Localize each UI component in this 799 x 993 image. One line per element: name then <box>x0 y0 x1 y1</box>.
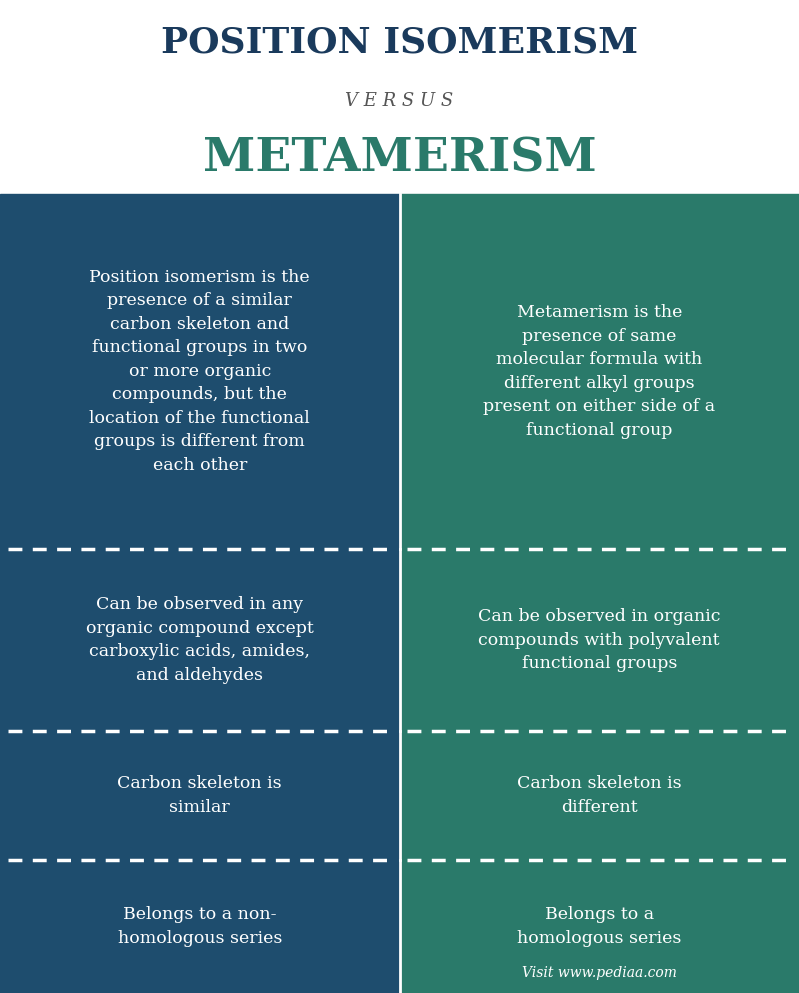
Text: Can be observed in organic
compounds with polyvalent
functional groups: Can be observed in organic compounds wit… <box>478 608 721 672</box>
Text: METAMERISM: METAMERISM <box>203 136 596 182</box>
Bar <box>0 194 400 549</box>
Text: Visit www.pediaa.com: Visit www.pediaa.com <box>522 966 677 980</box>
Bar <box>0 732 400 860</box>
Bar <box>0 860 400 993</box>
Bar <box>0 0 799 194</box>
Text: Belongs to a non-
homologous series: Belongs to a non- homologous series <box>117 907 282 946</box>
Text: V E R S U S: V E R S U S <box>345 91 454 109</box>
Text: Carbon skeleton is
different: Carbon skeleton is different <box>517 776 682 816</box>
Text: Position isomerism is the
presence of a similar
carbon skeleton and
functional g: Position isomerism is the presence of a … <box>89 269 310 474</box>
Bar <box>400 549 799 732</box>
Text: Carbon skeleton is
similar: Carbon skeleton is similar <box>117 776 282 816</box>
Text: Metamerism is the
presence of same
molecular formula with
different alkyl groups: Metamerism is the presence of same molec… <box>483 304 715 439</box>
Bar <box>400 732 799 860</box>
Text: Can be observed in any
organic compound except
carboxylic acids, amides,
and ald: Can be observed in any organic compound … <box>85 597 314 684</box>
Text: Belongs to a
homologous series: Belongs to a homologous series <box>517 907 682 946</box>
Bar <box>400 860 799 993</box>
Text: POSITION ISOMERISM: POSITION ISOMERISM <box>161 26 638 60</box>
Bar <box>0 549 400 732</box>
Bar <box>400 194 799 549</box>
